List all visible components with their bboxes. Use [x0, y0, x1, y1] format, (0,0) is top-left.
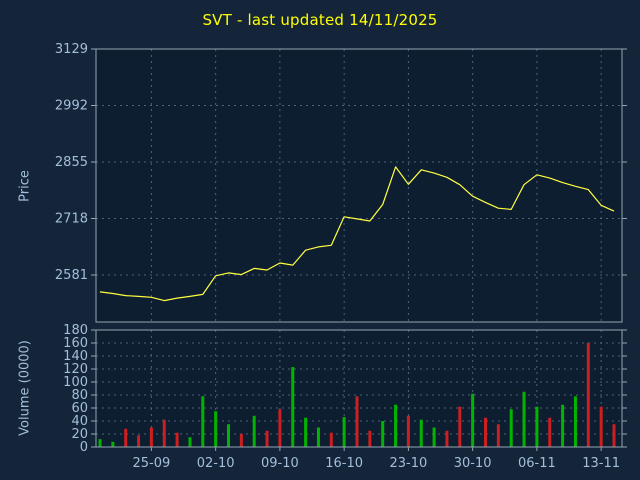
svg-text:2855: 2855 — [55, 155, 88, 170]
svg-text:120: 120 — [63, 362, 88, 377]
svg-text:23-10: 23-10 — [390, 456, 428, 471]
svg-text:2718: 2718 — [55, 211, 88, 226]
svg-text:160: 160 — [63, 336, 88, 351]
svg-text:20: 20 — [71, 427, 88, 442]
svg-text:2581: 2581 — [55, 268, 88, 283]
chart-title: SVT - last updated 14/11/2025 — [202, 11, 438, 29]
svg-text:16-10: 16-10 — [325, 456, 363, 471]
svg-text:0: 0 — [80, 440, 88, 455]
svg-text:180: 180 — [63, 323, 88, 338]
svg-text:09-10: 09-10 — [261, 456, 299, 471]
svg-text:80: 80 — [71, 388, 88, 403]
svg-text:06-11: 06-11 — [518, 456, 556, 471]
svg-text:100: 100 — [63, 375, 88, 390]
svg-text:2992: 2992 — [55, 98, 88, 113]
svg-text:25-09: 25-09 — [133, 456, 171, 471]
svg-text:40: 40 — [71, 414, 88, 429]
svg-text:140: 140 — [63, 349, 88, 364]
svg-text:60: 60 — [71, 401, 88, 416]
svg-text:3129: 3129 — [55, 42, 88, 57]
svg-text:30-10: 30-10 — [454, 456, 492, 471]
svg-text:02-10: 02-10 — [197, 456, 235, 471]
svg-text:13-11: 13-11 — [582, 456, 620, 471]
